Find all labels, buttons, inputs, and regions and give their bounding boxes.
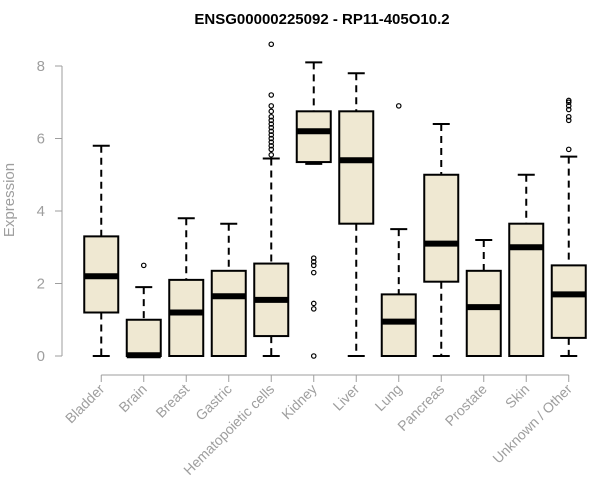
outlier-point: [565, 99, 572, 106]
x-tick-label: Lung: [372, 381, 405, 414]
outlier-point: [310, 353, 317, 359]
outlier-point: [268, 108, 275, 115]
y-tick-label: 8: [37, 58, 45, 75]
x-tick-label: Prostate: [442, 381, 490, 429]
outlier-point: [310, 255, 317, 261]
box-brain: [125, 262, 162, 359]
outlier-point: [565, 113, 572, 120]
outlier-point: [268, 152, 275, 158]
outlier-point: [565, 97, 572, 104]
outlier-point: [310, 300, 317, 307]
outlier-point: [268, 124, 275, 131]
outlier-point: [140, 262, 147, 269]
y-tick-label: 6: [37, 131, 45, 148]
outlier-point: [268, 117, 275, 124]
outlier-point: [565, 146, 572, 153]
outlier-point: [268, 139, 275, 145]
outlier-point: [268, 128, 275, 135]
y-axis: 0 2 4 6 8: [37, 58, 63, 365]
box-iqr: [465, 269, 502, 357]
box-iqr: [508, 222, 545, 357]
box-iqr: [423, 173, 460, 283]
outlier-point: [310, 258, 317, 265]
box-pancreas: [423, 123, 460, 357]
box-lung: [380, 103, 417, 357]
x-tick-label: Unknown / Other: [489, 381, 575, 467]
outlier-point: [565, 106, 572, 113]
box-liver: [338, 72, 375, 357]
box-iqr: [168, 278, 205, 357]
box-iqr: [295, 110, 332, 164]
box-hematopoietic-cells: [253, 41, 290, 357]
x-tick-label: Kidney: [278, 381, 320, 423]
x-tick-label: Bladder: [62, 381, 108, 427]
outlier-point: [310, 262, 317, 269]
outlier-point: [268, 103, 275, 109]
box-iqr: [338, 110, 375, 225]
outlier-point: [268, 41, 275, 48]
outlier-point: [395, 103, 402, 109]
box-iqr: [210, 269, 247, 357]
x-tick-label: Skin: [502, 381, 533, 412]
y-tick-label: 4: [37, 203, 45, 220]
box-unknown-other: [550, 97, 587, 357]
outlier-point: [268, 121, 275, 127]
box-skin: [508, 173, 545, 357]
y-tick-label: 0: [37, 348, 45, 365]
box-kidney: [295, 61, 332, 359]
box-prostate: [465, 239, 502, 357]
box-iqr: [550, 264, 587, 339]
x-tick-label: Brain: [115, 381, 149, 415]
y-axis-label: Expression: [1, 163, 18, 237]
box-bladder: [83, 144, 120, 357]
outlier-point: [310, 306, 317, 312]
outlier-point: [268, 146, 275, 153]
outlier-point: [268, 142, 275, 149]
outlier-point: [268, 135, 275, 142]
x-tick-label: Breast: [152, 381, 192, 421]
outlier-point: [565, 117, 572, 124]
box-gastric: [210, 222, 247, 357]
box-breast: [168, 217, 205, 357]
outlier-point: [268, 92, 275, 98]
outlier-point: [268, 132, 275, 138]
box-iqr: [125, 318, 162, 357]
x-tick-label: Pancreas: [394, 381, 447, 434]
outlier-point: [565, 103, 572, 109]
box-iqr: [380, 293, 417, 357]
box-series: [83, 41, 587, 359]
chart-title: ENSG00000225092 - RP11-405O10.2: [194, 11, 449, 28]
outlier-point: [268, 113, 275, 120]
outlier-point: [310, 269, 317, 276]
y-tick-label: 2: [37, 276, 45, 293]
x-tick-label: Liver: [330, 381, 363, 414]
